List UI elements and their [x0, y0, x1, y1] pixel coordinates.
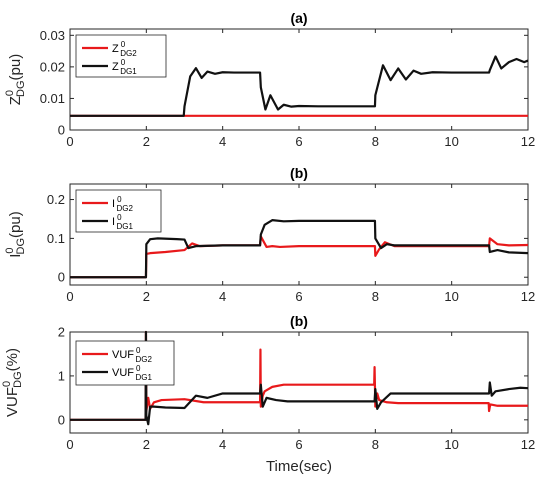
x-tick-label: 4 [219, 134, 226, 149]
legend-main: VUF [112, 367, 134, 379]
y-label-unit: (pu) [7, 54, 24, 81]
y-tick-label: 0.03 [40, 28, 65, 43]
legend-label-1: Z 0 DG2 [112, 40, 137, 58]
x-tick-label: 10 [444, 289, 458, 304]
legend-label-2: I 0 DG1 [112, 213, 134, 231]
legend-sup: 0 [136, 346, 141, 355]
panel-title: (b) [290, 165, 308, 181]
legend-sup: 0 [117, 213, 122, 222]
x-tick-label: 8 [372, 437, 379, 452]
x-tick-label: 6 [295, 134, 302, 149]
x-tick-label: 10 [444, 437, 458, 452]
x-tick-label: 12 [521, 437, 535, 452]
legend-label-1: VUF 0 DG2 [112, 346, 152, 364]
series-line-2 [70, 330, 528, 426]
y-label-sup: 0 [1, 381, 13, 387]
legend-sub: DG2 [117, 204, 134, 213]
legend-sup: 0 [117, 195, 122, 204]
legend-sub: DG1 [117, 222, 134, 231]
x-tick-label: 6 [295, 289, 302, 304]
y-label-main: Z [7, 96, 24, 105]
legend-main: Z [112, 43, 119, 55]
y-axis-label: Z0DG(pu) [4, 54, 27, 105]
x-tick-label: 2 [143, 289, 150, 304]
legend-box [75, 340, 175, 386]
y-axis-label: VUF0DG(%) [1, 348, 24, 417]
legend-sub: DG1 [120, 67, 137, 76]
x-tick-label: 0 [66, 134, 73, 149]
y-tick-label: 0.1 [47, 231, 65, 246]
x-tick-label: 10 [444, 134, 458, 149]
y-label-sub: DG [12, 371, 24, 388]
x-tick-label: 4 [219, 289, 226, 304]
y-label-sup: 0 [4, 247, 16, 253]
x-tick-label: 12 [521, 289, 535, 304]
y-label-sub: DG [15, 238, 27, 255]
panel-title: (b) [290, 313, 308, 329]
x-tick-label: 8 [372, 289, 379, 304]
x-tick-label: 0 [66, 289, 73, 304]
y-tick-label: 0.2 [47, 192, 65, 207]
legend-sub: DG2 [120, 49, 137, 58]
legend-main: I [112, 216, 115, 228]
legend-sup: 0 [121, 58, 126, 67]
legend-label-2: VUF 0 DG1 [112, 364, 152, 382]
panel-title: (a) [290, 10, 307, 26]
y-tick-label: 0.02 [40, 59, 65, 74]
y-tick-label: 0 [58, 412, 65, 427]
x-tick-label: 2 [143, 437, 150, 452]
y-label-main: I [7, 254, 24, 258]
legend-sub: DG2 [135, 355, 152, 364]
y-label-unit: (pu) [7, 211, 24, 238]
legend-box [75, 34, 167, 78]
y-tick-label: 0.01 [40, 91, 65, 106]
y-tick-label: 0 [58, 270, 65, 285]
series-line-2 [70, 55, 528, 117]
legend-sup: 0 [121, 40, 126, 49]
x-tick-label: 6 [295, 437, 302, 452]
y-tick-label: 0 [58, 123, 65, 138]
x-tick-label: 12 [521, 134, 535, 149]
legend-sub: DG1 [135, 373, 152, 382]
x-tick-label: 8 [372, 134, 379, 149]
legend-label-2: Z 0 DG1 [112, 58, 137, 76]
y-label-unit: (%) [4, 348, 21, 371]
x-tick-label: 0 [66, 437, 73, 452]
y-axis-label: I0DG(pu) [4, 211, 27, 257]
x-axis-label: Time(sec) [266, 458, 332, 475]
x-tick-label: 4 [219, 437, 226, 452]
legend-sup: 0 [136, 364, 141, 373]
y-tick-label: 1 [58, 368, 65, 383]
legend-main: I [112, 198, 115, 210]
legend-box [75, 189, 162, 233]
legend-main: VUF [112, 349, 134, 361]
legend-label-1: I 0 DG2 [112, 195, 134, 213]
series-line-2 [70, 219, 528, 279]
legend-main: Z [112, 61, 119, 73]
y-tick-label: 2 [58, 325, 65, 340]
x-tick-label: 2 [143, 134, 150, 149]
y-label-sup: 0 [4, 90, 16, 96]
y-label-main: VUF [4, 387, 21, 417]
y-label-sub: DG [15, 80, 27, 97]
